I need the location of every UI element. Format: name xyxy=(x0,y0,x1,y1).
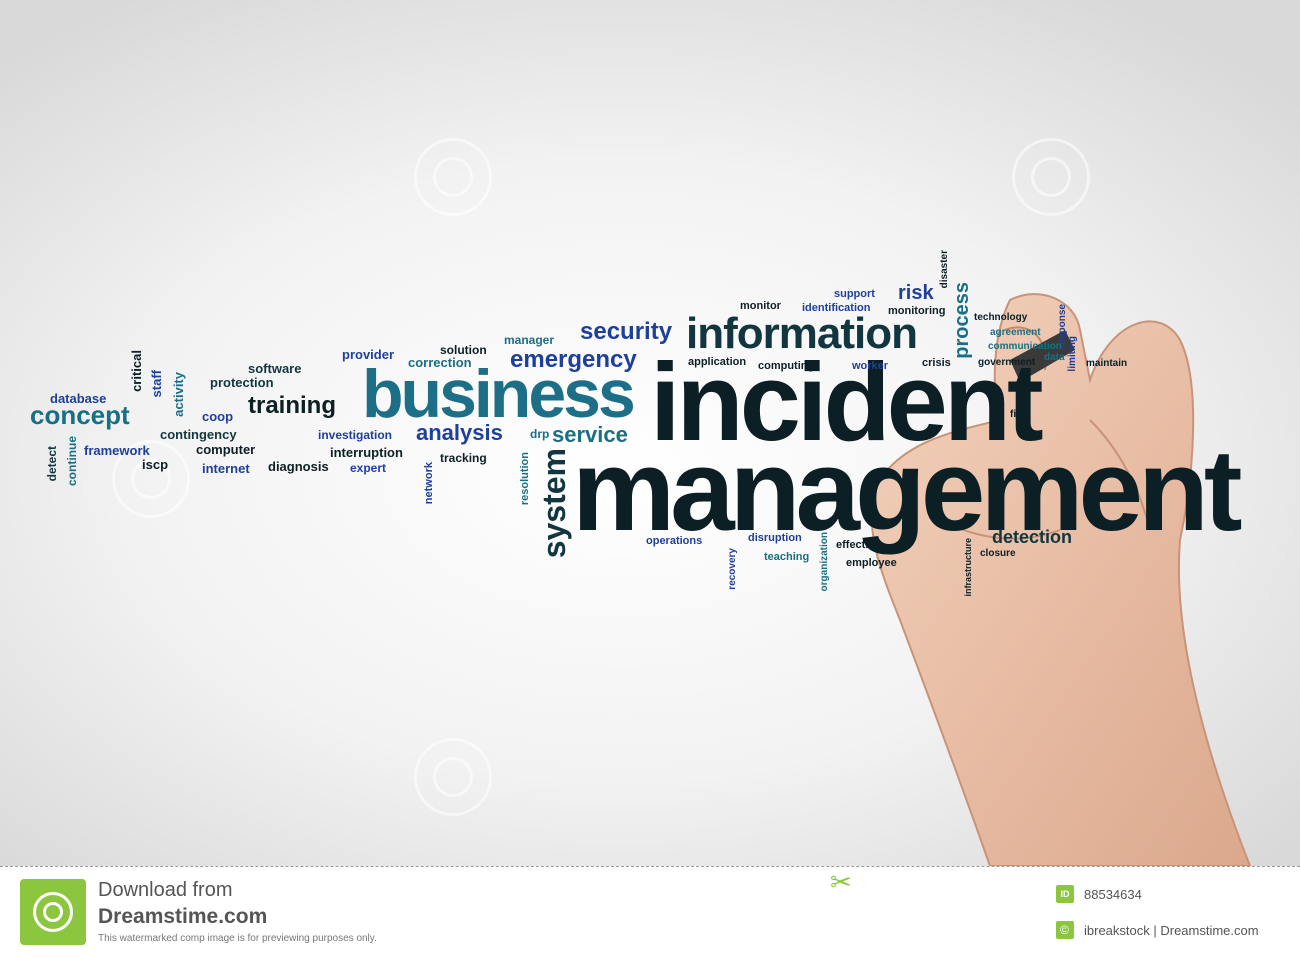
preview-disclaimer: This watermarked comp image is for previ… xyxy=(98,933,377,944)
word-activity: activity xyxy=(171,372,186,417)
word-computing: computing xyxy=(758,360,815,372)
word-interruption: interruption xyxy=(330,445,403,460)
site-name: Dreamstime.com xyxy=(98,905,268,928)
word-monitor: monitor xyxy=(740,300,781,312)
word-employee: employee xyxy=(846,557,897,569)
word-system: system xyxy=(536,448,572,559)
download-from-text: Download from xyxy=(98,879,233,901)
word-fix: fix xyxy=(1010,409,1022,420)
word-application: application xyxy=(688,356,747,368)
word-concept: concept xyxy=(30,400,130,430)
word-infrastructure: infrastructure xyxy=(963,538,973,597)
word-closure: closure xyxy=(980,548,1016,559)
word-contingency: contingency xyxy=(160,427,237,442)
watermark-logo-4 xyxy=(414,738,492,816)
word-framework: framework xyxy=(84,443,150,458)
word-effective: effective xyxy=(836,539,881,551)
word-data: data xyxy=(1044,352,1065,363)
word-network: network xyxy=(423,462,435,505)
word-emergency: emergency xyxy=(510,346,637,373)
credit-text: ibreakstock | Dreamstime.com xyxy=(1084,923,1259,938)
word-software: software xyxy=(248,361,302,376)
word-information: information xyxy=(686,309,918,358)
word-organization: organization xyxy=(819,532,830,592)
copyright-icon xyxy=(1056,921,1074,939)
word-crisis: crisis xyxy=(922,357,951,369)
word-coop: coop xyxy=(202,409,234,424)
word-incident: incident xyxy=(650,341,1044,464)
word-agreement: agreement xyxy=(990,327,1041,338)
watermark-logo-1 xyxy=(414,138,492,216)
word-disaster: disaster xyxy=(939,250,950,289)
hand-with-marker xyxy=(870,293,1252,866)
word-monitoring: monitoring xyxy=(888,305,946,317)
word-government: government xyxy=(978,357,1036,368)
word-process: process xyxy=(951,282,973,359)
word-risk: risk xyxy=(898,282,934,304)
word-technology: technology xyxy=(974,312,1028,323)
word-manager: manager xyxy=(504,333,555,347)
word-tracking: tracking xyxy=(440,451,487,465)
word-protection: protection xyxy=(210,375,274,390)
word-operations: operations xyxy=(646,535,703,547)
id-badge: ID xyxy=(1056,885,1074,903)
word-computer: computer xyxy=(196,442,256,457)
word-security: security xyxy=(580,318,673,345)
word-resolution: resolution xyxy=(519,452,531,506)
word-provider: provider xyxy=(342,347,395,362)
word-solution: solution xyxy=(440,343,487,357)
watermark-footer: Download from Dreamstime.com This waterm… xyxy=(0,866,1300,958)
watermark-logo-2 xyxy=(1012,138,1090,216)
word-expert: expert xyxy=(350,461,387,475)
word-drp: drp xyxy=(530,427,550,441)
word-detect: detect xyxy=(45,446,59,482)
word-disruption: disruption xyxy=(748,532,802,544)
word-limiting: limiting xyxy=(1067,336,1078,372)
word-identification: identification xyxy=(802,302,871,314)
word-critical: critical xyxy=(129,350,144,392)
word-worker: worker xyxy=(852,360,889,372)
word-teaching: teaching xyxy=(764,551,810,563)
image-id: 88534634 xyxy=(1084,887,1142,902)
watermark-logo-3 xyxy=(112,440,190,518)
word-continue: continue xyxy=(65,436,79,486)
word-business: business xyxy=(362,356,636,432)
word-recovery: recovery xyxy=(727,548,738,590)
word-staff: staff xyxy=(149,370,164,398)
word-support: support xyxy=(834,288,875,300)
word-communication: communication xyxy=(988,341,1062,352)
scissors-icon: ✂ xyxy=(830,867,852,897)
word-diagnosis: diagnosis xyxy=(268,459,329,474)
word-maintain: maintain xyxy=(1086,358,1128,369)
word-investigation: investigation xyxy=(318,428,393,442)
word-database: database xyxy=(50,391,107,406)
word-training: training xyxy=(248,392,336,419)
word-management: management xyxy=(572,425,1243,555)
word-service: service xyxy=(552,422,628,447)
dreamstime-logo xyxy=(20,879,86,945)
word-analysis: analysis xyxy=(416,420,503,445)
word-iscp: iscp xyxy=(142,457,169,472)
word-internet: internet xyxy=(202,461,250,476)
word-correction: correction xyxy=(408,355,472,370)
photo: incident management business information… xyxy=(0,0,1300,866)
word-detection: detection xyxy=(992,527,1073,547)
